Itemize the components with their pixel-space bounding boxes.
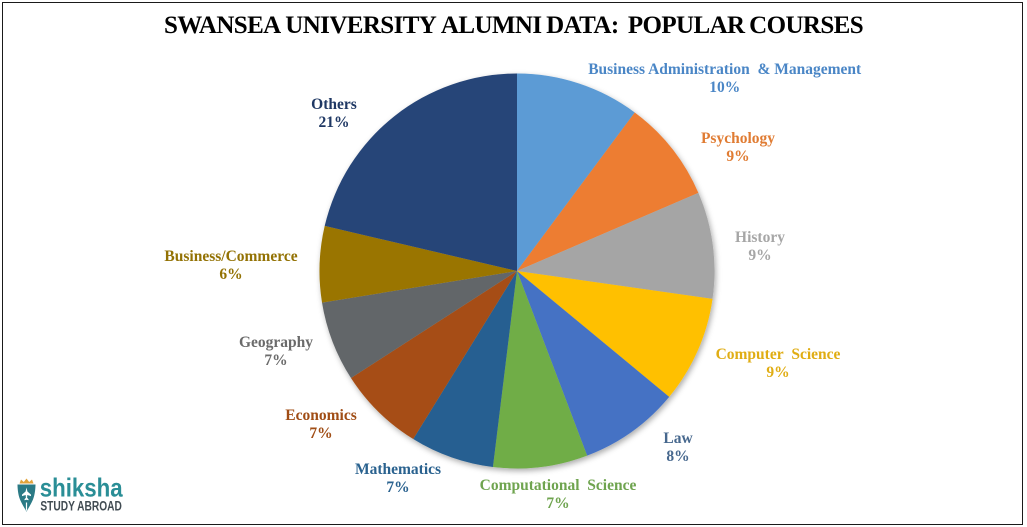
svg-text:STUDY ABROAD: STUDY ABROAD — [40, 499, 122, 514]
svg-text:shiksha: shiksha — [40, 473, 123, 503]
